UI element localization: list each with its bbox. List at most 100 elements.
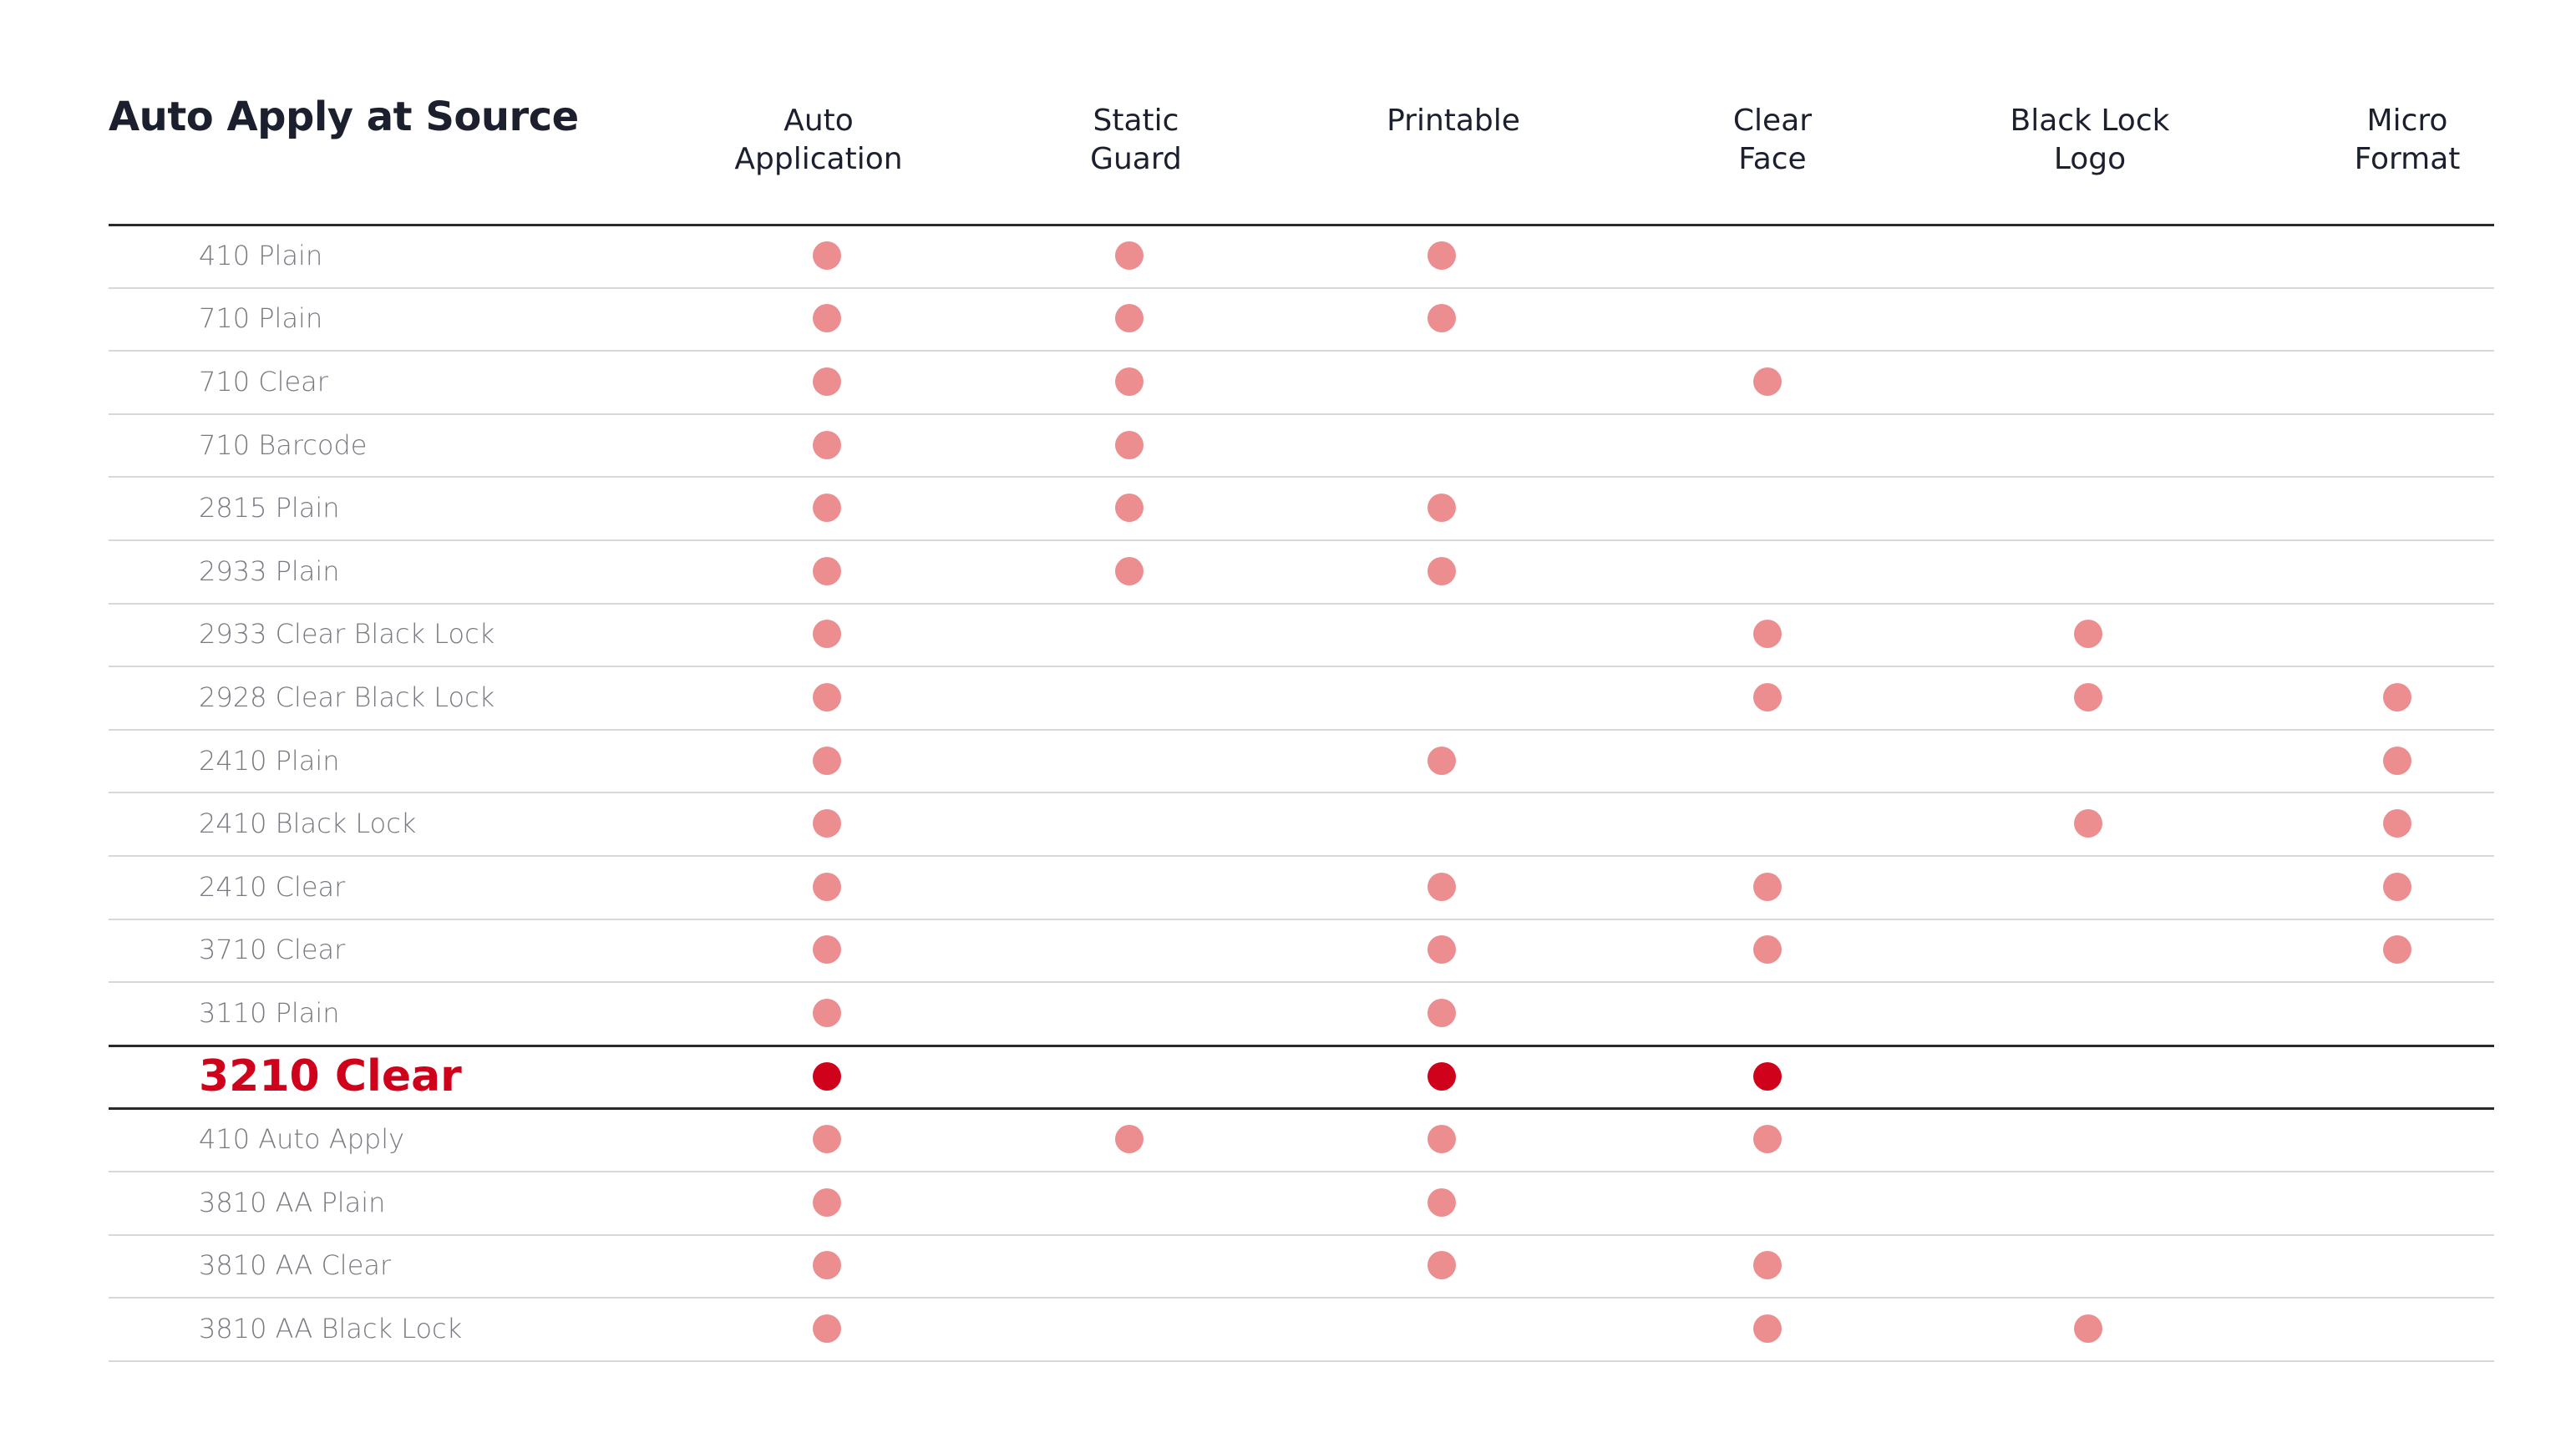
feature-dot-icon xyxy=(1753,1061,1782,1091)
row-label: 710 Barcode xyxy=(199,428,368,461)
feature-dot-icon xyxy=(2383,935,2411,965)
feature-dot-icon xyxy=(1753,1314,1782,1343)
column-header-line: Printable xyxy=(1387,104,1520,138)
header-divider xyxy=(109,224,2494,226)
row-divider xyxy=(109,666,2494,668)
feature-dot-icon xyxy=(1115,367,1143,396)
row-divider xyxy=(109,286,2494,289)
feature-dot-icon xyxy=(1427,1125,1456,1154)
feature-dot-icon xyxy=(1753,683,1782,711)
feature-dot-icon xyxy=(1427,556,1456,585)
feature-dot-icon xyxy=(1115,430,1143,459)
column-header: Auto Application xyxy=(677,102,961,179)
feature-dot-icon xyxy=(813,304,841,333)
row-label: 710 Plain xyxy=(199,302,323,335)
row-divider xyxy=(109,1360,2494,1362)
column-header: Static Guard xyxy=(994,102,1278,179)
feature-dot-icon xyxy=(1427,1251,1456,1280)
feature-dot-icon xyxy=(1427,304,1456,333)
column-header: Black Lock Logo xyxy=(1948,102,2232,179)
feature-dot-icon xyxy=(1115,1125,1143,1154)
feature-dot-icon xyxy=(1753,1251,1782,1280)
feature-dot-icon xyxy=(813,999,841,1027)
feature-dot-icon xyxy=(1753,1125,1782,1154)
feature-dot-icon xyxy=(1115,241,1143,270)
feature-dot-icon xyxy=(1753,367,1782,396)
feature-dot-icon xyxy=(1427,1061,1456,1091)
row-label: 410 Auto Apply xyxy=(199,1123,405,1156)
feature-dot-icon xyxy=(1115,556,1143,585)
feature-dot-icon xyxy=(1753,620,1782,649)
row-divider xyxy=(109,1171,2494,1172)
feature-dot-icon xyxy=(813,556,841,585)
highlighted-row-label: 3210 Clear xyxy=(199,1051,462,1101)
column-header-line: Micro xyxy=(2366,104,2448,138)
row-label: 410 Plain xyxy=(199,239,323,271)
feature-dot-icon xyxy=(813,683,841,711)
feature-dot-icon xyxy=(2383,746,2411,775)
feature-dot-icon xyxy=(813,241,841,270)
row-label: 2815 Plain xyxy=(199,492,340,524)
row-divider xyxy=(109,918,2494,920)
row-divider xyxy=(109,1233,2494,1236)
feature-dot-icon xyxy=(2383,683,2411,711)
feature-dot-icon xyxy=(2074,683,2102,711)
feature-dot-icon xyxy=(1753,935,1782,965)
row-label: 2410 Clear xyxy=(199,870,346,903)
feature-dot-icon xyxy=(1427,999,1456,1027)
feature-dot-icon xyxy=(1427,1187,1456,1217)
column-header: Clear Face xyxy=(1630,102,1914,179)
column-header-line: Auto xyxy=(783,104,854,138)
feature-dot-icon xyxy=(1427,872,1456,901)
row-divider xyxy=(109,981,2494,984)
feature-dot-icon xyxy=(813,809,841,838)
row-divider xyxy=(109,855,2494,857)
row-divider xyxy=(109,728,2494,731)
feature-dot-icon xyxy=(813,1251,841,1280)
row-divider xyxy=(109,792,2494,794)
feature-dot-icon xyxy=(1427,494,1456,523)
row-divider xyxy=(109,476,2494,478)
column-header: Micro Format xyxy=(2265,102,2549,179)
feature-dot-icon xyxy=(813,620,841,649)
row-divider xyxy=(109,350,2494,352)
feature-dot-icon xyxy=(813,1187,841,1217)
row-label: 3110 Plain xyxy=(199,997,340,1029)
feature-dot-icon xyxy=(813,935,841,965)
row-label: 3710 Clear xyxy=(199,934,346,966)
feature-dot-icon xyxy=(813,1061,841,1091)
feature-dot-icon xyxy=(2074,809,2102,838)
feature-dot-icon xyxy=(1427,746,1456,775)
column-header-line: Static xyxy=(1093,104,1179,138)
column-header: Printable xyxy=(1311,102,1595,140)
column-header-line: Black Lock xyxy=(2010,104,2170,138)
column-header-line: Face xyxy=(1738,142,1807,176)
row-label: 3810 AA Clear xyxy=(199,1249,392,1282)
feature-dot-icon xyxy=(813,430,841,459)
row-label: 2933 Clear Black Lock xyxy=(199,618,495,651)
row-divider xyxy=(109,602,2494,605)
row-label: 2928 Clear Black Lock xyxy=(199,681,495,713)
row-label: 3810 AA Black Lock xyxy=(199,1313,463,1344)
feature-dot-icon xyxy=(1753,872,1782,901)
row-divider xyxy=(109,1297,2494,1299)
row-label: 3810 AA Plain xyxy=(199,1186,386,1218)
row-label: 710 Clear xyxy=(199,366,328,397)
column-header-line: Guard xyxy=(1090,142,1182,176)
feature-dot-icon xyxy=(2074,1314,2102,1343)
feature-dot-icon xyxy=(813,1314,841,1343)
feature-dot-icon xyxy=(2383,809,2411,838)
feature-dot-icon xyxy=(813,367,841,396)
row-divider xyxy=(109,1044,2494,1047)
feature-dot-icon xyxy=(2383,872,2411,901)
column-header-line: Clear xyxy=(1732,104,1813,138)
row-divider xyxy=(109,1107,2494,1111)
column-header-line: Logo xyxy=(2053,142,2127,176)
feature-dot-icon xyxy=(813,1125,841,1154)
row-label: 2933 Plain xyxy=(199,554,340,587)
feature-dot-icon xyxy=(1115,304,1143,333)
page-title: Auto Apply at Source xyxy=(109,94,579,140)
feature-dot-icon xyxy=(1427,935,1456,965)
feature-dot-icon xyxy=(1115,494,1143,523)
row-label: 2410 Black Lock xyxy=(199,808,417,840)
